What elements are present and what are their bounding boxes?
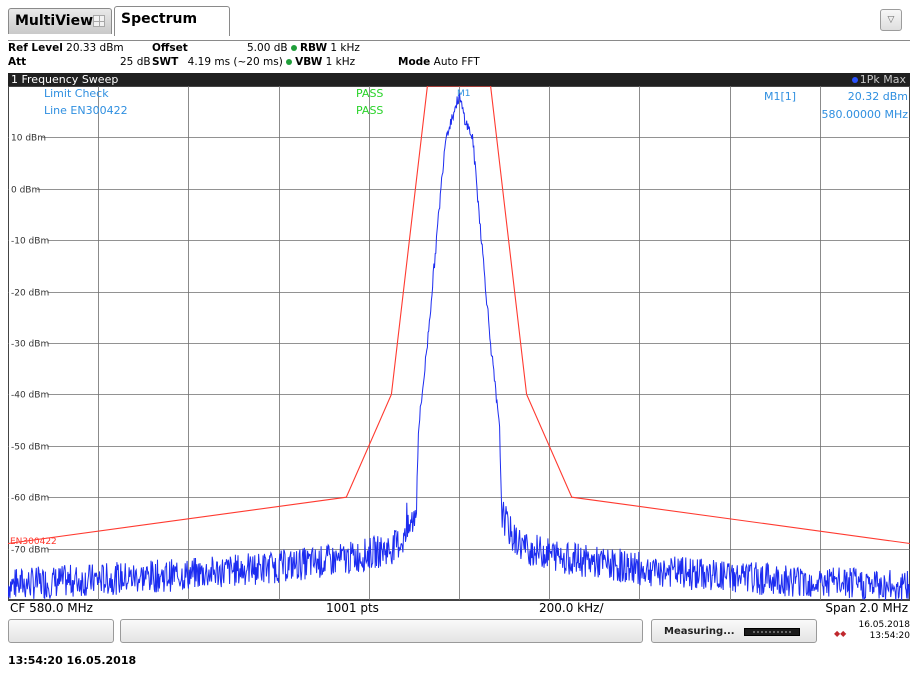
- ref-level-value: 20.33 dBm: [66, 42, 124, 54]
- status-field-1[interactable]: [8, 619, 114, 643]
- att-setting[interactable]: Att: [8, 56, 26, 68]
- y-tick-label: -60 dBm: [11, 494, 49, 504]
- limit-check-label: Limit Check: [44, 87, 109, 100]
- frequency-span: Span 2.0 MHz: [825, 601, 908, 615]
- vbw-value: 1 kHz: [325, 56, 356, 68]
- mode-value: Auto FFT: [433, 56, 480, 68]
- y-tick-label-bg: [9, 235, 48, 246]
- sweep-points: 1001 pts: [326, 601, 379, 615]
- trace-label: 1Pk Max: [859, 73, 906, 86]
- y-tick-label-bg: [9, 544, 48, 555]
- sweep-header: 1 Frequency Sweep 1Pk Max: [8, 73, 910, 86]
- settings-panel: Ref Level 20.33 dBm Offset 5.00 dB RBW 1…: [8, 40, 910, 73]
- spectrum-plot[interactable]: 10 dBm 0 dBm -10 dBm -20 dBm -30 dBm -40 dBm -…: [8, 86, 910, 600]
- y-tick-label-bg: [9, 132, 43, 143]
- frequency-division: 200.0 kHz/: [539, 601, 604, 615]
- trace-dot-icon: [851, 77, 858, 83]
- y-tick-label: -10 dBm: [11, 237, 49, 247]
- y-tick-label: -40 dBm: [11, 391, 49, 401]
- limit-line-label: EN300422: [10, 537, 57, 547]
- y-tick-label: -30 dBm: [11, 340, 49, 350]
- plot-footer: CF 580.0 MHz 1001 pts 200.0 kHz/ Span 2.…: [8, 600, 910, 616]
- rs-logo-icon: ◆◆: [834, 629, 847, 638]
- instrument-time: 13:54:20: [869, 631, 910, 641]
- plot-frame: [8, 86, 910, 600]
- limit-line-result: PASS: [356, 104, 383, 117]
- tab-spectrum[interactable]: Spectrum: [114, 6, 230, 36]
- tab-bar: MultiView Spectrum ▽: [0, 0, 910, 40]
- rbw-label: RBW: [299, 42, 328, 54]
- limit-check-result: PASS: [356, 87, 383, 100]
- status-field-2[interactable]: [120, 619, 643, 643]
- screenshot-timestamp: 13:54:20 16.05.2018: [8, 654, 137, 667]
- plot-grid: [8, 86, 910, 600]
- limit-line-en300422: [8, 86, 910, 545]
- chevron-down-icon[interactable]: ▽: [880, 9, 902, 31]
- sweep-title: 1 Frequency Sweep: [11, 73, 119, 86]
- tab-multiview[interactable]: MultiView: [8, 8, 112, 34]
- marker-tag[interactable]: M1: [457, 89, 471, 99]
- center-frequency: CF 580.0 MHz: [10, 601, 93, 615]
- y-tick-label-bg: [9, 492, 48, 503]
- tab-spectrum-label: Spectrum: [121, 11, 198, 27]
- instrument-date: 16.05.2018: [858, 620, 910, 630]
- offset-setting[interactable]: Offset: [152, 42, 188, 54]
- offset-label: Offset: [152, 42, 188, 54]
- y-tick-label-bg: [9, 441, 48, 452]
- rbw-value: 1 kHz: [330, 42, 360, 54]
- swt-label: SWT: [152, 56, 179, 68]
- ref-level-label: Ref Level: [8, 42, 63, 54]
- y-tick-label: -50 dBm: [11, 443, 49, 453]
- y-tick-label: -20 dBm: [11, 289, 49, 299]
- mode-setting[interactable]: Mode Auto FFT: [398, 56, 480, 68]
- tab-multiview-label: MultiView: [15, 13, 94, 29]
- trace-1pk-max: [8, 92, 910, 600]
- status-dot-icon: [290, 45, 297, 51]
- offset-value-cell: 5.00 dB RBW 1 kHz: [247, 42, 360, 54]
- marker-level: 20.32 dBm: [848, 90, 908, 103]
- status-bar: Measuring... ◆◆ 16.05.2018 13:54:20: [8, 617, 910, 645]
- limit-line-name: Line EN300422: [44, 104, 128, 117]
- y-axis-ticks: 10 dBm 0 dBm -10 dBm -20 dBm -30 dBm -40 dBm -…: [9, 132, 49, 556]
- att-value-cell: 25 dB: [120, 56, 151, 68]
- measuring-indicator: Measuring...: [651, 619, 817, 643]
- instrument-datetime: ◆◆ 16.05.2018 13:54:20: [828, 619, 910, 643]
- vbw-label: VBW: [295, 56, 323, 68]
- att-label: Att: [8, 56, 27, 68]
- grid-icon: [93, 15, 105, 27]
- y-tick-label-bg: [9, 389, 48, 400]
- y-tick-label-bg: [9, 287, 48, 298]
- y-tick-label: 0 dBm: [11, 186, 40, 196]
- progress-bar: [744, 628, 800, 636]
- y-tick-label-bg: [9, 338, 48, 349]
- trace-indicator[interactable]: 1Pk Max: [851, 73, 906, 86]
- ref-level-setting[interactable]: Ref Level 20.33 dBm: [8, 42, 124, 54]
- status-dot-icon: [286, 59, 293, 65]
- measuring-text: Measuring...: [664, 626, 735, 637]
- swt-value: 4.19 ms (~20 ms): [187, 56, 283, 68]
- y-tick-label-bg: [9, 184, 37, 195]
- marker-frequency: 580.00000 MHz: [821, 108, 908, 121]
- y-tick-label: -70 dBm: [11, 546, 49, 556]
- mode-label: Mode: [398, 56, 431, 68]
- offset-value: 5.00 dB: [247, 42, 288, 54]
- att-value: 25 dB: [120, 56, 151, 68]
- y-tick-label: 10 dBm: [11, 134, 46, 144]
- swt-setting[interactable]: SWT 4.19 ms (~20 ms) VBW 1 kHz: [152, 56, 355, 68]
- marker-name: M1[1]: [764, 90, 796, 103]
